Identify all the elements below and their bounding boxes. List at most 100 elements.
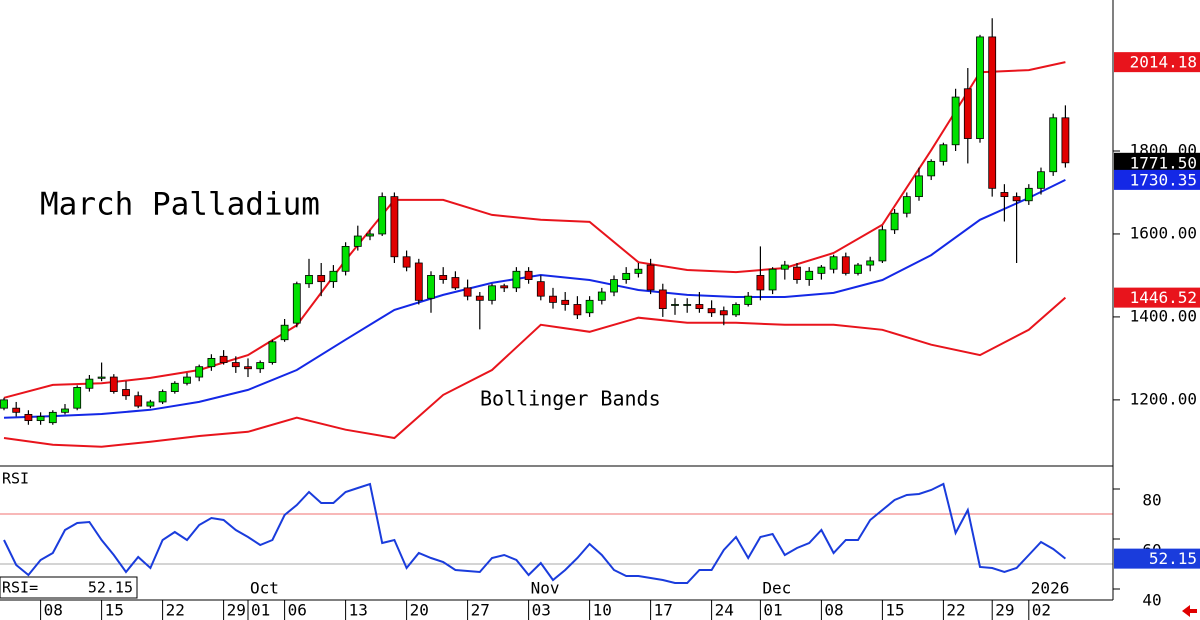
candle-body <box>329 270 338 283</box>
x-tick-label: 08 <box>824 601 843 620</box>
candle-body <box>402 256 411 268</box>
candle-body <box>463 287 472 297</box>
x-tick-label: 22 <box>946 601 965 620</box>
x-tick-label: 02 <box>1032 601 1051 620</box>
candle-body <box>963 88 972 139</box>
candle-body <box>805 270 814 280</box>
x-tick-label: 06 <box>288 601 307 620</box>
candle-body <box>1012 196 1021 202</box>
candle-body <box>292 283 301 324</box>
candle-body <box>73 387 82 409</box>
y-tick-label: 1600.00 <box>1130 223 1197 242</box>
y-tick-label: 1200.00 <box>1130 389 1197 408</box>
value-marker-label: 1446.52 <box>1130 288 1197 307</box>
bollinger-band <box>3 179 1066 419</box>
candle-body <box>317 275 326 283</box>
x-tick-label: 15 <box>885 601 904 620</box>
y-tick-label: 1400.00 <box>1130 306 1197 325</box>
candle-body <box>719 310 728 316</box>
candle-body <box>622 272 631 280</box>
candle-body <box>207 357 216 368</box>
month-label: Oct <box>250 579 279 598</box>
candle-body <box>841 256 850 274</box>
candle-body <box>817 266 826 274</box>
candle-body <box>122 389 130 397</box>
candle-body <box>793 266 801 280</box>
candle-body <box>195 366 204 378</box>
value-marker-label: 1730.35 <box>1130 170 1197 189</box>
candle-body <box>695 304 704 310</box>
y-tick-label: 40 <box>1142 591 1161 610</box>
candle-body <box>109 376 118 392</box>
x-tick-label: 29 <box>995 601 1014 620</box>
candle-body <box>12 407 21 413</box>
candle-body <box>671 304 679 306</box>
candle-body <box>866 260 875 266</box>
candle-body <box>170 382 179 392</box>
bollinger-band <box>3 296 1067 448</box>
candle-body <box>231 362 240 368</box>
y-tick-label: 80 <box>1142 491 1161 510</box>
x-tick-label: 20 <box>410 601 429 620</box>
candle-body <box>854 264 862 274</box>
candle-body <box>707 308 716 314</box>
candle-body <box>85 378 94 389</box>
candle-body <box>573 304 582 316</box>
candle-body <box>878 229 887 262</box>
candle-body <box>756 275 765 291</box>
x-tick-label: 13 <box>349 601 368 620</box>
candle-body <box>378 196 387 235</box>
value-marker-label: 52.15 <box>1149 549 1197 568</box>
x-tick-label: 01 <box>763 601 782 620</box>
candle-body <box>951 96 960 146</box>
candle-body <box>585 299 594 314</box>
candle-body <box>1024 187 1033 202</box>
candle-body <box>634 268 643 274</box>
candle-body <box>244 366 252 370</box>
scroll-arrow[interactable] <box>1182 605 1197 617</box>
candle-body <box>561 299 570 305</box>
value-marker <box>1114 548 1200 569</box>
candle-body <box>1061 117 1070 164</box>
candle-body <box>1000 192 1009 198</box>
x-tick-label: 01 <box>251 601 270 620</box>
candle-body <box>744 295 753 305</box>
candle-body <box>0 399 8 409</box>
candle-body <box>158 391 167 403</box>
candle-body <box>183 376 191 384</box>
candle-body <box>390 196 399 258</box>
candle-body <box>512 270 521 289</box>
month-label: 2026 <box>1031 579 1070 598</box>
candle-body <box>48 411 57 424</box>
rsi-line <box>3 482 1067 584</box>
x-tick-label: 10 <box>593 601 612 620</box>
candle-body <box>24 413 33 422</box>
candle-body <box>939 144 948 162</box>
candle-body <box>915 175 923 198</box>
candle-body <box>658 289 667 310</box>
value-marker <box>1114 152 1200 173</box>
candle-body <box>366 233 374 237</box>
value-marker-label: 2014.18 <box>1130 53 1197 72</box>
candle-body <box>427 275 435 299</box>
candle-body <box>536 281 545 297</box>
x-tick-label: 17 <box>654 601 673 620</box>
candle-body <box>97 376 106 379</box>
candle-body <box>219 355 228 363</box>
candle-body <box>683 304 692 306</box>
candle-body <box>500 285 509 289</box>
value-marker <box>1114 52 1200 73</box>
candle-body <box>488 285 496 301</box>
candle-body <box>927 160 936 177</box>
chart-title: March Palladium <box>40 187 320 223</box>
month-label: Dec <box>762 579 791 598</box>
candle-body <box>134 395 143 407</box>
x-tick-label: 24 <box>715 601 734 620</box>
x-tick-label: 22 <box>166 601 185 620</box>
rsi-readout-box <box>0 576 138 599</box>
value-marker <box>1114 169 1200 190</box>
candle-body <box>268 341 277 363</box>
candle-body <box>976 36 984 139</box>
